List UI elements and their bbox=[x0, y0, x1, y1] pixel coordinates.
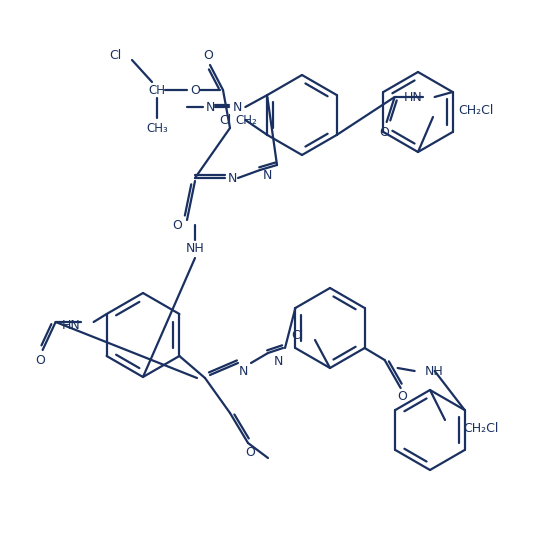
Text: N: N bbox=[238, 364, 248, 378]
Text: NH: NH bbox=[425, 364, 443, 378]
Text: O: O bbox=[380, 126, 390, 139]
Text: N: N bbox=[273, 355, 283, 368]
Text: NH: NH bbox=[186, 241, 205, 255]
Text: N: N bbox=[262, 169, 271, 181]
Text: HN: HN bbox=[404, 90, 423, 103]
Text: CH₃: CH₃ bbox=[146, 121, 168, 134]
Text: Cl: Cl bbox=[219, 113, 231, 126]
Text: CH: CH bbox=[149, 83, 165, 96]
Text: N: N bbox=[233, 101, 242, 113]
Text: O: O bbox=[172, 218, 182, 232]
Text: Cl: Cl bbox=[290, 328, 303, 341]
Text: CH₂: CH₂ bbox=[235, 113, 257, 126]
Text: O: O bbox=[203, 49, 213, 62]
Text: Cl: Cl bbox=[110, 49, 122, 62]
Text: CH₂Cl: CH₂Cl bbox=[463, 422, 498, 434]
Text: N: N bbox=[227, 172, 237, 185]
Text: HN: HN bbox=[62, 318, 81, 332]
Text: O: O bbox=[190, 83, 200, 96]
Text: O: O bbox=[245, 447, 255, 460]
Text: O: O bbox=[398, 389, 407, 402]
Text: O: O bbox=[36, 354, 46, 366]
Text: N: N bbox=[206, 101, 215, 113]
Text: CH₂Cl: CH₂Cl bbox=[458, 103, 493, 117]
